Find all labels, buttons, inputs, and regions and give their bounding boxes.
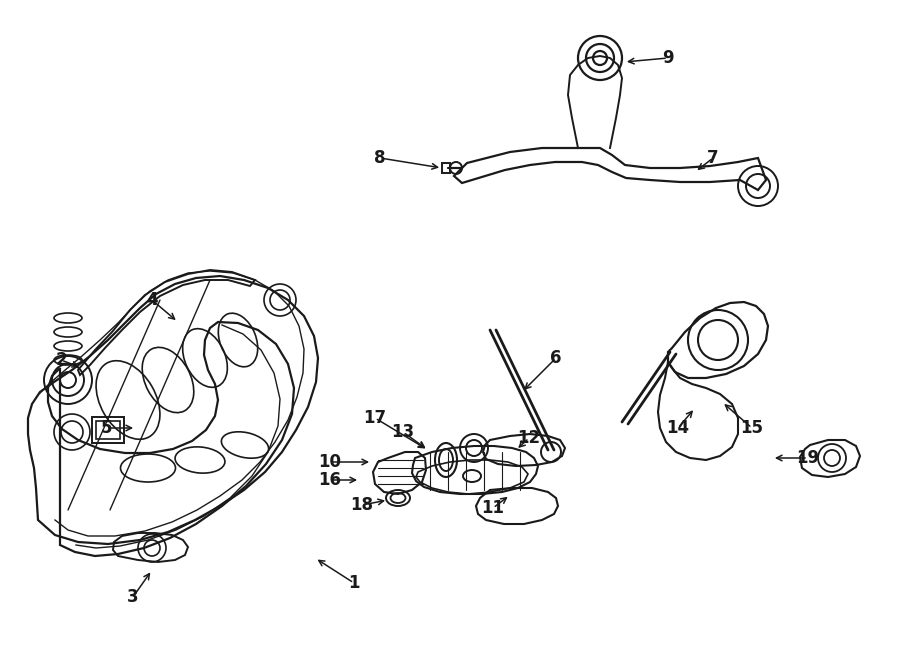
- Text: 6: 6: [550, 349, 562, 367]
- Text: 15: 15: [741, 419, 763, 437]
- Text: 13: 13: [392, 423, 415, 441]
- Text: 16: 16: [319, 471, 341, 489]
- Text: 11: 11: [482, 499, 505, 517]
- Text: 8: 8: [374, 149, 386, 167]
- Bar: [442, 163, 450, 173]
- Text: 17: 17: [364, 409, 387, 427]
- Text: 1: 1: [348, 574, 360, 592]
- Text: 7: 7: [707, 149, 719, 167]
- Text: 14: 14: [666, 419, 689, 437]
- Text: 12: 12: [518, 429, 541, 447]
- Text: 5: 5: [100, 419, 112, 437]
- Text: 2: 2: [55, 351, 67, 369]
- Text: 10: 10: [319, 453, 341, 471]
- Text: 9: 9: [662, 49, 674, 67]
- Bar: [96, 421, 120, 439]
- Text: 18: 18: [350, 496, 374, 514]
- Text: 4: 4: [146, 291, 158, 309]
- Bar: [92, 417, 124, 443]
- Text: 19: 19: [796, 449, 820, 467]
- Text: 3: 3: [127, 588, 139, 606]
